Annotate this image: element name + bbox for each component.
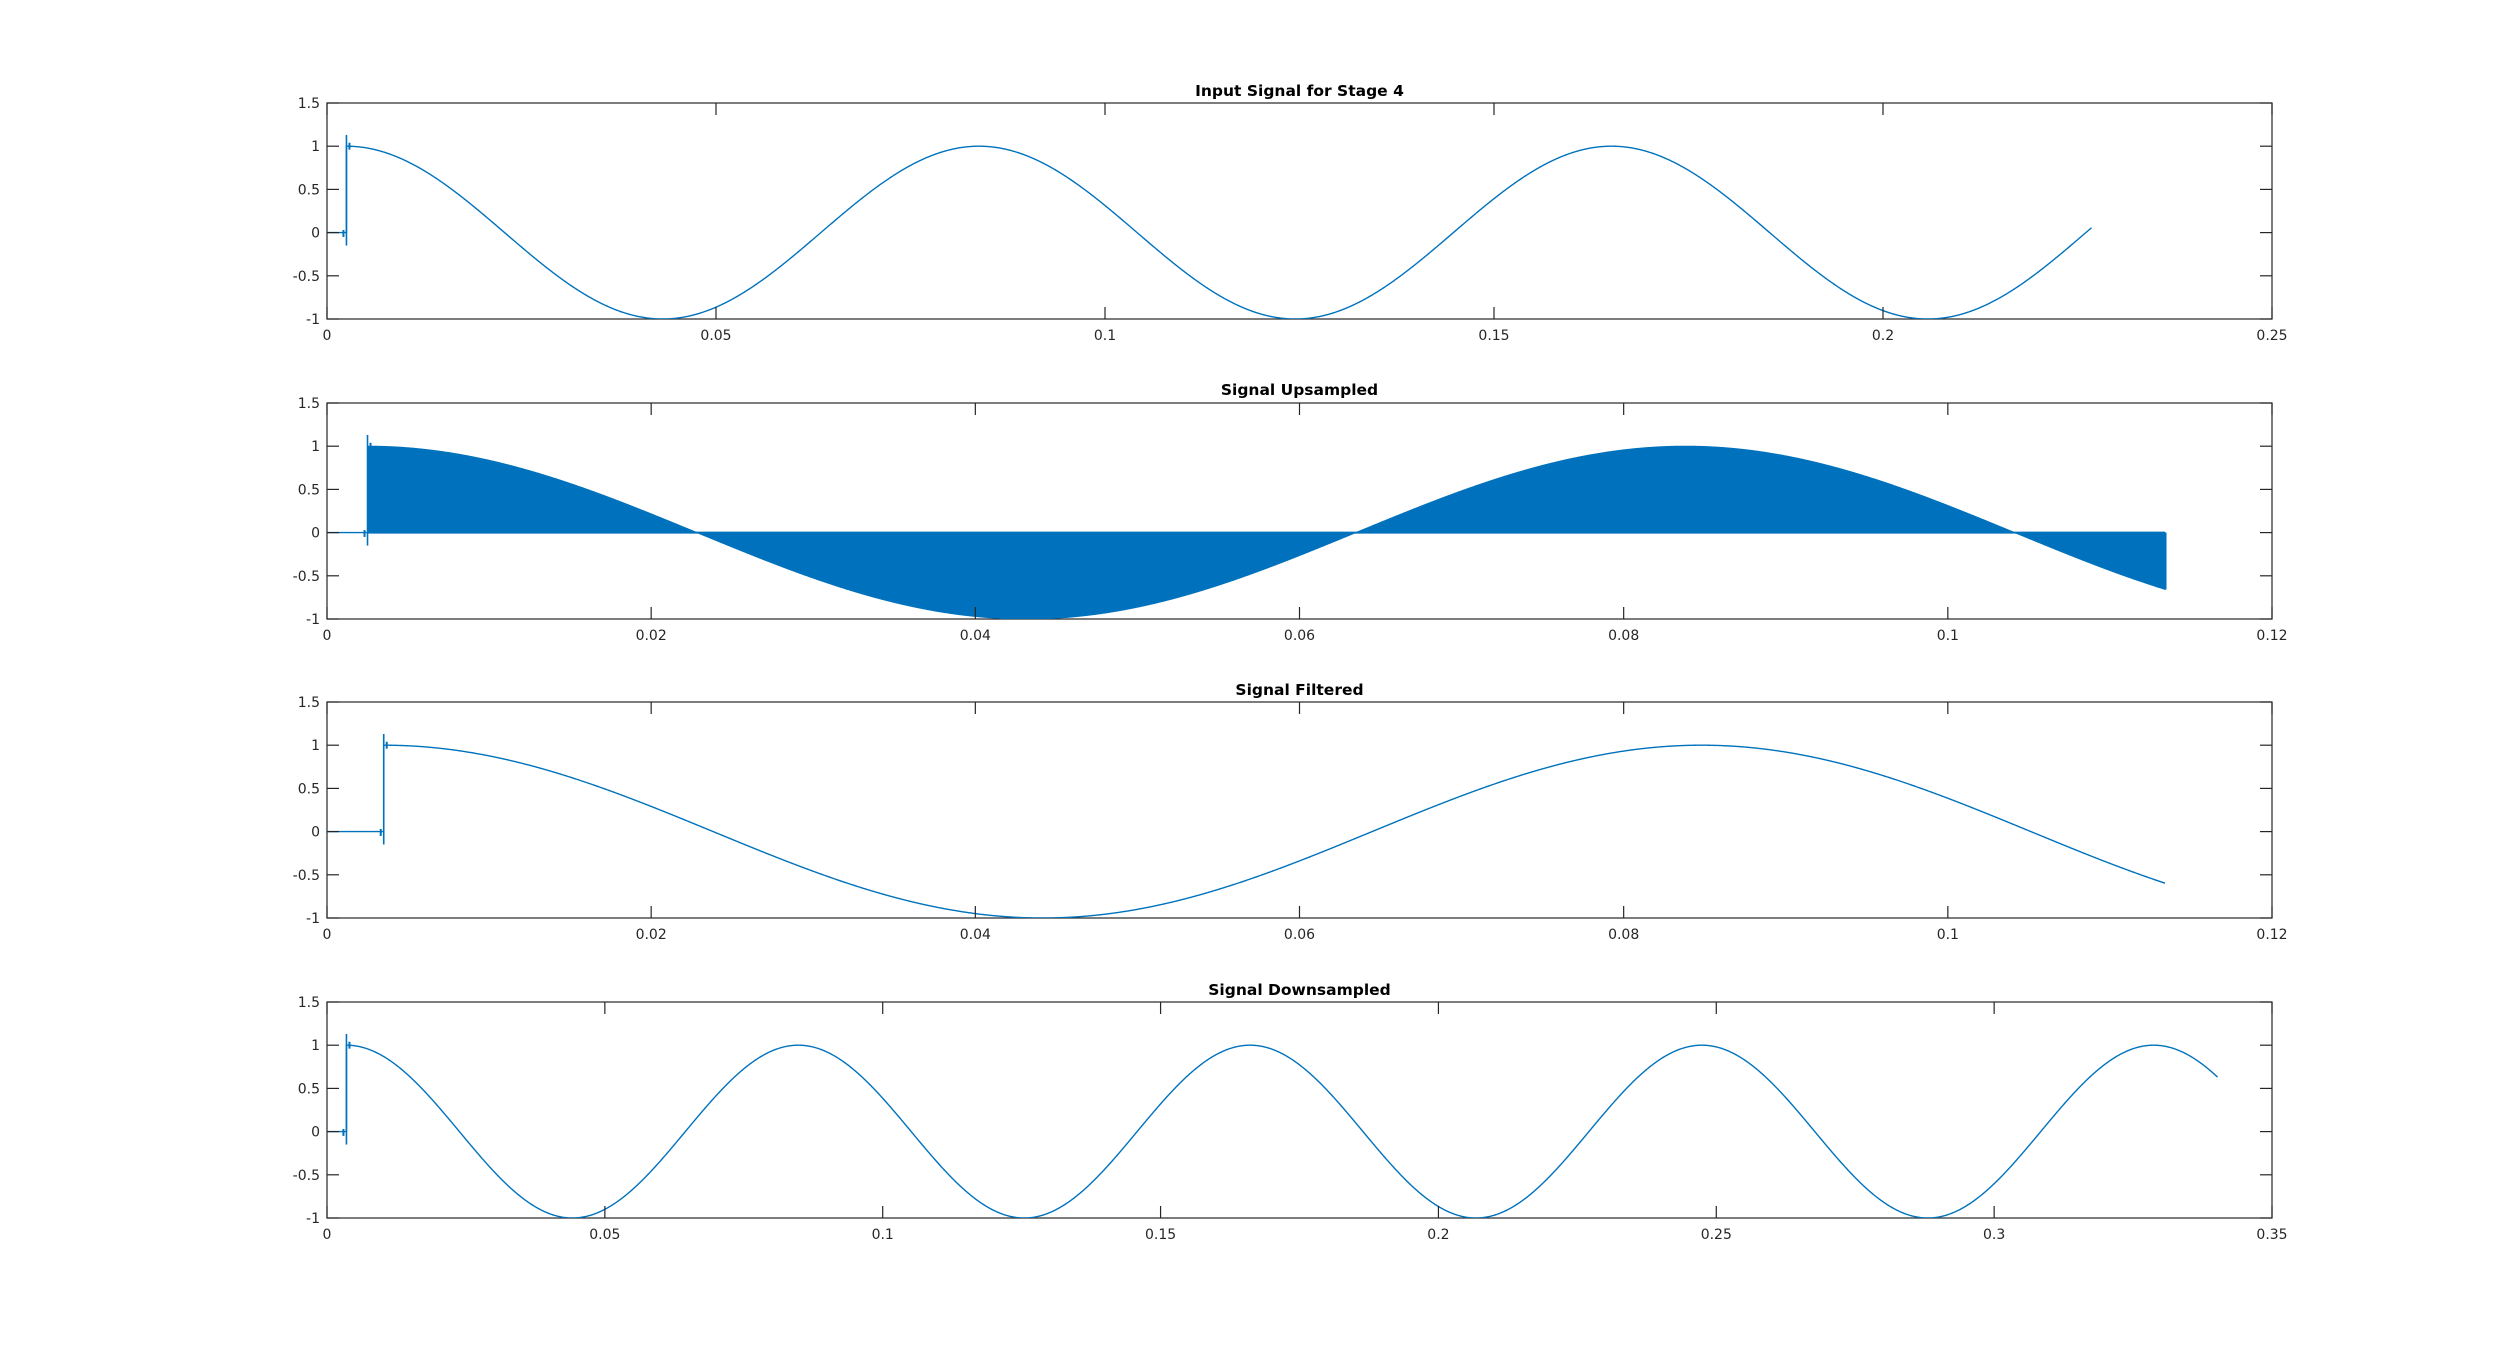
y-tick-label: -1: [306, 911, 320, 927]
x-tick-label: 0.1: [1937, 927, 1959, 943]
axes-box: [326, 701, 2273, 919]
y-tick-label: -0.5: [293, 1168, 320, 1184]
x-tick-label: 0.02: [636, 628, 667, 644]
x-tick-label: 0.25: [1701, 1227, 1732, 1243]
y-tick-label: 0: [311, 825, 320, 841]
x-tick-label: 0.12: [2256, 628, 2287, 644]
y-tick-label: -1: [306, 312, 320, 328]
y-tick-label: -1: [306, 1211, 320, 1227]
y-tick-label: -0.5: [293, 868, 320, 884]
onset-transient: [379, 733, 388, 845]
x-tick-label: 0.2: [1872, 328, 1894, 344]
chart-title: Signal Downsampled: [1208, 981, 1391, 999]
subplot-signal-filtered: Signal Filtered 0 0.02 0.04 0.06 0.08 0.1 0.12…: [293, 681, 2288, 943]
onset-transient: [342, 1033, 351, 1145]
x-tick-label: 0.04: [960, 628, 991, 644]
chart-title: Signal Upsampled: [1221, 381, 1378, 399]
onset-transient: [363, 434, 372, 546]
subplot-input-signal: Input Signal for Stage 4 0 0.05 0.1 0.15 0.2…: [293, 82, 2288, 344]
y-tick-label: 0.5: [298, 482, 320, 498]
x-tick-label: 0.06: [1284, 927, 1315, 943]
y-tick-label: -1: [306, 612, 320, 628]
y-tick-label: 0.5: [298, 781, 320, 797]
subplot-signal-upsampled: Signal Upsampled 0 0.02 0.04 0.06 0.08 0.1 0.1…: [293, 381, 2288, 644]
y-tick-label: 1: [311, 738, 320, 754]
x-tick-label: 0: [323, 927, 332, 943]
y-tick-label: 0: [311, 526, 320, 542]
x-tick-label: 0.3: [1983, 1227, 2005, 1243]
chart-title: Input Signal for Stage 4: [1195, 82, 1404, 100]
x-tick-label: 0.08: [1608, 628, 1639, 644]
x-tick-label: 0.08: [1608, 927, 1639, 943]
y-tick-label: 1.5: [298, 396, 320, 412]
y-tick-label: -0.5: [293, 269, 320, 285]
x-tick-label: 0.12: [2256, 927, 2287, 943]
onset-transient: [342, 134, 351, 246]
axes-box: [326, 102, 2273, 320]
y-tick-label: 1: [311, 139, 320, 155]
y-tick-label: 0.5: [298, 1081, 320, 1097]
x-tick-label: 0.04: [960, 927, 991, 943]
y-tick-label: 0: [311, 226, 320, 242]
series-line: [327, 1033, 2219, 1218]
subplot-signal-downsampled: Signal Downsampled 0 0.05 0.1 0.15 0.2 0.25 0.…: [293, 981, 2288, 1243]
y-tick-label: 1: [311, 1038, 320, 1054]
x-tick-label: 0.06: [1284, 628, 1315, 644]
chart-title: Signal Filtered: [1235, 681, 1363, 699]
x-tick-label: 0.05: [589, 1227, 620, 1243]
series-line: [327, 134, 2092, 319]
x-tick-label: 0.15: [1145, 1227, 1176, 1243]
y-tick-label: 0: [311, 1125, 320, 1141]
series-line: [327, 434, 2167, 619]
x-tick-label: 0.1: [1094, 328, 1116, 344]
x-tick-label: 0.15: [1478, 328, 1509, 344]
y-tick-label: 1: [311, 439, 320, 455]
y-tick-label: 1.5: [298, 695, 320, 711]
x-tick-label: 0.35: [2256, 1227, 2287, 1243]
x-tick-label: 0.02: [636, 927, 667, 943]
series-path: [327, 145, 2092, 319]
x-tick-label: 0.2: [1427, 1227, 1449, 1243]
axes-box: [326, 1001, 2273, 1219]
x-tick-label: 0.05: [700, 328, 731, 344]
x-tick-label: 0.25: [2256, 328, 2287, 344]
x-tick-label: 0.1: [1937, 628, 1959, 644]
x-tick-label: 0: [323, 328, 332, 344]
x-tick-label: 0: [323, 628, 332, 644]
x-tick-label: 0: [323, 1227, 332, 1243]
y-tick-label: 0.5: [298, 182, 320, 198]
series-path: [327, 744, 2166, 918]
y-tick-label: -0.5: [293, 569, 320, 585]
series-line: [327, 733, 2166, 918]
y-tick-label: 1.5: [298, 96, 320, 112]
series-path: [327, 1044, 2219, 1218]
y-tick-label: 1.5: [298, 995, 320, 1011]
x-tick-label: 0.1: [872, 1227, 894, 1243]
